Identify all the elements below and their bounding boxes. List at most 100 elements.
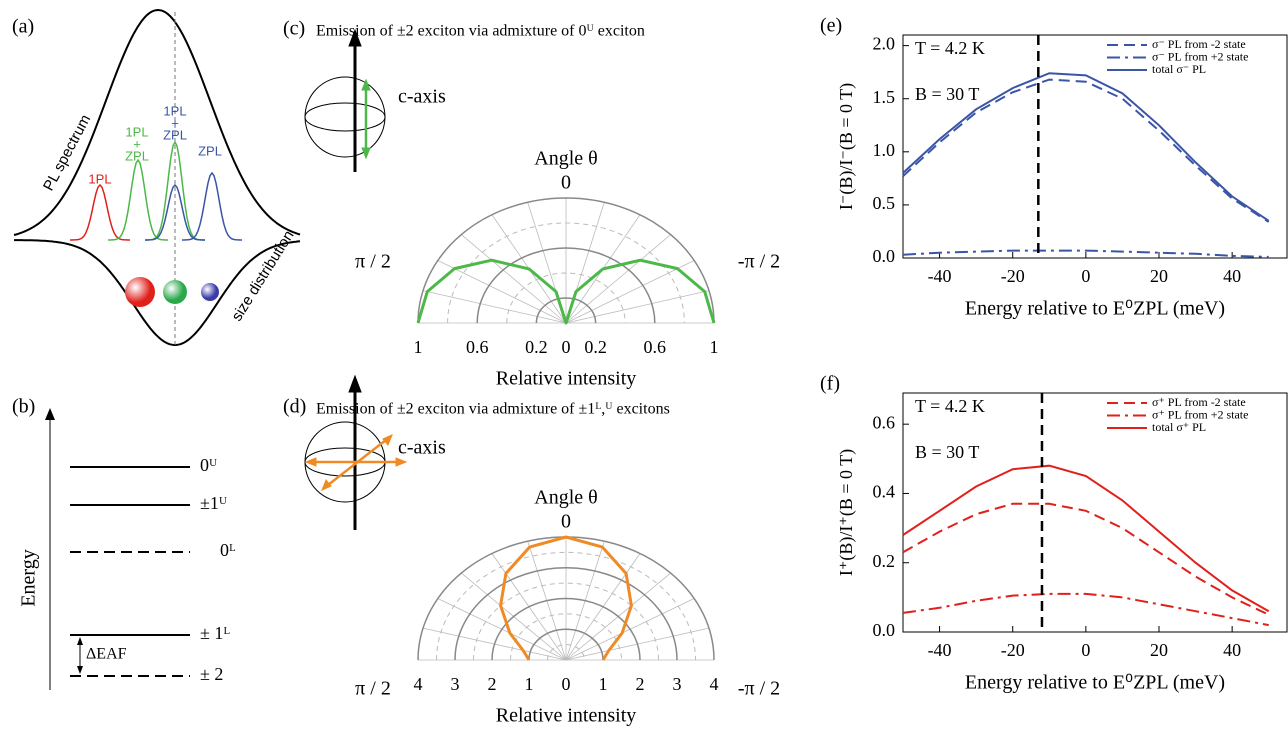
- r-tick-label: 0.6: [466, 337, 489, 357]
- y-tick-label: 0.0: [873, 246, 896, 266]
- y-axis-label: I⁺(B)/I⁺(B = 0 T): [836, 449, 857, 576]
- theta-tick-label: π / 2: [355, 678, 391, 700]
- theta-tick-label: -π / 2: [738, 251, 780, 273]
- annotation: T = 4.2 K: [915, 396, 985, 416]
- x-tick-label: -40: [928, 640, 952, 660]
- grid-circle: [535, 297, 597, 324]
- level-label: 0ᵁ: [200, 455, 217, 475]
- x-tick-label: 0: [1081, 640, 1090, 660]
- x-axis-label: Energy relative to E⁰ZPL (meV): [965, 672, 1225, 694]
- r-tick-label: 3: [673, 674, 682, 694]
- plot-frame: [902, 392, 1288, 633]
- peak-label: ZPL: [125, 148, 149, 163]
- spoke: [565, 234, 671, 324]
- polar-curve: [499, 535, 633, 661]
- panel-label: (e): [820, 15, 842, 37]
- r-tick-label: 0.2: [584, 337, 607, 357]
- panel-title: Emission of ±2 exciton via admixture of …: [316, 401, 670, 418]
- r-tick-label: 4: [414, 674, 423, 694]
- panel-label: (f): [820, 373, 840, 395]
- r-tick-label: 1: [414, 337, 423, 357]
- spoke: [565, 260, 695, 324]
- grid-circle: [417, 197, 715, 324]
- axis-caption: c-axis: [398, 437, 446, 459]
- r-tick-label: 4: [710, 674, 719, 694]
- grid-circle: [476, 247, 656, 324]
- r-axis-label: Relative intensity: [496, 705, 637, 727]
- r-axis-label: Relative intensity: [496, 368, 637, 390]
- r-tick-label: 0: [562, 674, 571, 694]
- y-tick-label: 0.5: [873, 193, 896, 213]
- grid-circle: [506, 272, 626, 324]
- grid-circle: [473, 582, 659, 661]
- y-tick-label: 1.0: [873, 140, 896, 160]
- r-tick-label: 0: [562, 337, 571, 357]
- spoke: [565, 290, 710, 324]
- theta-label: Angle θ: [534, 487, 597, 509]
- axis-caption: c-axis: [398, 86, 446, 108]
- panel-label: (d): [283, 396, 306, 418]
- spoke: [422, 290, 567, 324]
- y-tick-label: 0.0: [873, 620, 896, 640]
- level-label: ± 1ᴸ: [200, 623, 230, 643]
- peak-label: +: [133, 136, 141, 151]
- grid-circle: [528, 628, 604, 661]
- grid-circle: [447, 222, 685, 324]
- series-line: [902, 464, 1270, 613]
- x-axis-label: Energy relative to E⁰ZPL (meV): [965, 298, 1225, 320]
- series-line: [902, 78, 1270, 223]
- legend-label: total σ⁻ PL: [1152, 62, 1206, 76]
- peak-label: ZPL: [163, 127, 187, 142]
- legend-label: σ⁺ PL from -2 state: [1152, 395, 1246, 409]
- y-tick-label: 2.0: [873, 34, 896, 54]
- panel-label: (b): [12, 396, 35, 418]
- spectrum-envelope: [13, 8, 301, 236]
- icon-d: [304, 374, 408, 530]
- dot-large: [125, 277, 155, 307]
- x-tick-label: -40: [928, 266, 952, 286]
- peak: [182, 171, 242, 241]
- r-tick-label: 1: [525, 674, 534, 694]
- level-label: ±1ᵁ: [200, 493, 227, 513]
- x-tick-label: 40: [1223, 266, 1241, 286]
- theta-tick-label: 0: [561, 172, 571, 194]
- panel-b: (b) Energy ΔEAF: [12, 396, 127, 690]
- dot-medium: [163, 280, 187, 304]
- x-tick-label: 0: [1081, 266, 1090, 286]
- series-line: [902, 249, 1269, 258]
- panel-label: (c): [283, 18, 305, 40]
- peak-label: 1PL: [88, 171, 111, 186]
- panel-label: (a): [12, 16, 34, 38]
- theta-tick-label: π / 2: [355, 251, 391, 273]
- legend-label: σ⁻ PL from -2 state: [1152, 37, 1246, 51]
- peak-label: ZPL: [198, 143, 222, 158]
- legend-label: total σ⁺ PL: [1152, 420, 1206, 434]
- size-label: size distribution: [228, 228, 297, 325]
- panel-title: Emission of ±2 exciton via admixture of …: [316, 23, 645, 40]
- x-tick-label: -20: [1001, 266, 1025, 286]
- icon-c: [304, 28, 386, 172]
- grid-circle: [547, 644, 585, 661]
- r-tick-label: 3: [451, 674, 460, 694]
- y-tick-label: 0.2: [873, 551, 896, 571]
- legend-label: σ⁻ PL from +2 state: [1152, 49, 1248, 63]
- y-tick-label: 0.4: [873, 482, 896, 502]
- series-line: [902, 72, 1270, 222]
- r-tick-label: 1: [599, 674, 608, 694]
- theta-tick-label: 0: [561, 511, 571, 533]
- plot-frame: [902, 34, 1288, 259]
- y-tick-label: 1.5: [873, 87, 896, 107]
- x-tick-label: 20: [1150, 640, 1168, 660]
- arrow-head: [45, 408, 55, 420]
- y-tick-label: 0.6: [873, 412, 896, 432]
- r-tick-label: 1: [710, 337, 719, 357]
- arrow-head: [77, 637, 83, 674]
- legend-label: σ⁺ PL from +2 state: [1152, 407, 1248, 421]
- peak: [145, 183, 205, 241]
- peak: [108, 158, 168, 241]
- panel-a: (a) PL spectrum size distribution: [12, 8, 301, 346]
- grid-circle: [454, 567, 678, 661]
- peak-label: 1PL: [125, 124, 148, 139]
- series-line: [902, 592, 1269, 627]
